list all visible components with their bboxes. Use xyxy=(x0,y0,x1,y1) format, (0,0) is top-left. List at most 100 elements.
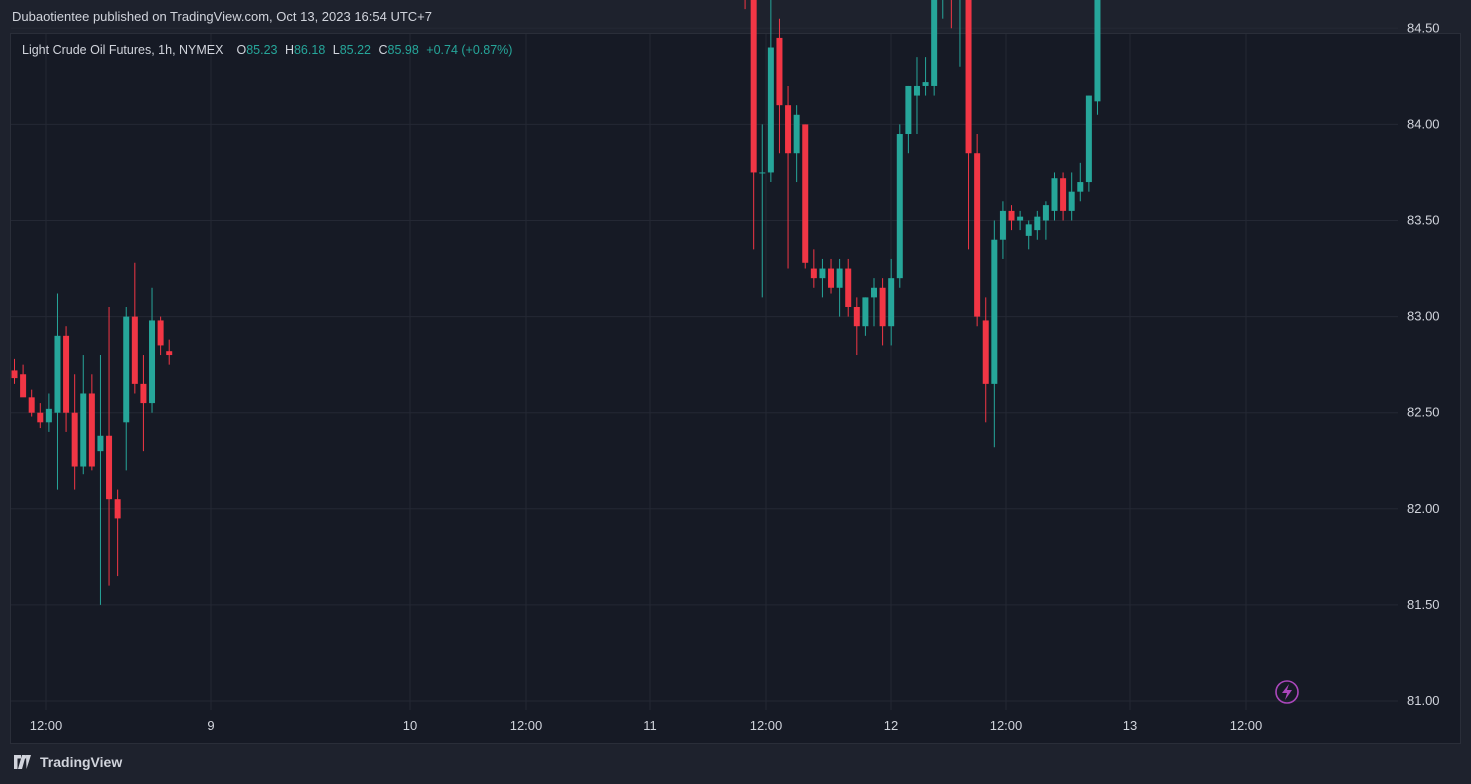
candle-body xyxy=(28,397,35,413)
grid-layer xyxy=(11,27,1398,710)
candle-body xyxy=(802,124,809,263)
candle xyxy=(106,306,113,586)
candle-body xyxy=(999,210,1006,240)
candle xyxy=(810,249,817,288)
candle xyxy=(785,85,792,269)
lightning-icon[interactable] xyxy=(1275,680,1299,704)
candle xyxy=(1025,220,1032,250)
candle-body xyxy=(776,37,783,106)
y-tick-label: 81.00 xyxy=(1407,693,1440,708)
candle xyxy=(845,258,852,317)
x-tick-label: 12:00 xyxy=(990,718,1023,733)
candle-body xyxy=(793,114,800,154)
publish-line: Dubaotientee published on TradingView.co… xyxy=(12,9,433,24)
candle-body xyxy=(1051,178,1058,211)
candle-body xyxy=(965,0,972,154)
candle xyxy=(991,220,998,448)
candle xyxy=(862,297,869,336)
legend-close-label: C xyxy=(378,43,388,57)
candle-body xyxy=(1025,224,1032,236)
candle-body xyxy=(982,320,989,384)
candle xyxy=(1008,205,1015,231)
candle-body xyxy=(1085,95,1092,183)
candle xyxy=(54,293,61,490)
candle xyxy=(157,316,164,356)
chart-frame[interactable] xyxy=(10,33,1461,744)
candle xyxy=(896,124,903,288)
candle-body xyxy=(845,268,852,307)
candle-body xyxy=(149,320,156,404)
candle xyxy=(1068,172,1075,221)
legend-high-label: H xyxy=(284,43,294,57)
candle-body xyxy=(888,278,895,327)
candle-body xyxy=(819,268,826,279)
candle xyxy=(950,0,952,29)
candle xyxy=(767,0,774,183)
candle xyxy=(37,403,44,429)
candle-body xyxy=(1034,216,1041,231)
candle-body xyxy=(123,316,130,423)
candle xyxy=(744,0,746,10)
candle-body xyxy=(1060,178,1067,211)
candle xyxy=(793,105,800,183)
candle-body xyxy=(759,172,766,174)
legend-close-value: 85.98 xyxy=(387,43,419,57)
candle-body xyxy=(140,383,147,404)
candle-body xyxy=(862,297,869,327)
candle xyxy=(20,364,27,398)
candle-body xyxy=(71,412,78,467)
legend-open-label: O xyxy=(236,43,247,57)
footer-brand-label: TradingView xyxy=(40,754,123,770)
candle-body xyxy=(88,393,95,467)
candle-body xyxy=(54,335,61,413)
candle xyxy=(942,0,944,19)
candle xyxy=(905,85,912,154)
x-tick-label: 11 xyxy=(643,718,657,733)
x-tick-label: 13 xyxy=(1123,718,1137,733)
candle xyxy=(166,339,173,365)
candle-body xyxy=(931,0,938,86)
candle xyxy=(922,57,929,96)
legend-high-value: 86.18 xyxy=(293,43,326,57)
candle xyxy=(123,306,130,471)
candle xyxy=(776,18,783,154)
candle xyxy=(71,374,78,490)
x-tick-label: 9 xyxy=(207,718,214,733)
x-tick-label: 12:00 xyxy=(750,718,783,733)
y-tick-label: 81.50 xyxy=(1407,597,1440,612)
candle xyxy=(88,374,95,471)
candle xyxy=(1051,172,1058,221)
candle-body xyxy=(750,0,757,173)
candle-body xyxy=(1017,216,1024,221)
candle xyxy=(63,326,70,432)
candle xyxy=(828,258,835,294)
axis-layer: 87.5087.0086.5086.0085.5085.0084.5084.00… xyxy=(30,20,1440,733)
candle xyxy=(913,57,920,135)
candle xyxy=(149,287,156,413)
candle-body xyxy=(166,351,173,356)
candle xyxy=(888,258,895,346)
candle-body xyxy=(131,316,138,384)
candle xyxy=(931,0,938,96)
candle xyxy=(1017,210,1024,231)
candle-body xyxy=(106,435,113,500)
candle xyxy=(759,124,766,298)
candle-body xyxy=(114,499,121,519)
candle-body xyxy=(828,268,835,288)
candle xyxy=(140,355,147,452)
candle-body xyxy=(785,105,792,154)
candle-body xyxy=(11,370,18,379)
y-tick-label: 84.00 xyxy=(1407,116,1440,131)
candle-body xyxy=(767,47,774,173)
candle-body xyxy=(836,268,843,288)
candle-body xyxy=(913,85,920,96)
candle xyxy=(1077,162,1084,202)
candle-body xyxy=(879,287,886,327)
x-tick-label: 10 xyxy=(403,718,417,733)
footer-brand[interactable]: TradingView xyxy=(12,754,122,770)
candle xyxy=(974,134,981,327)
candle-body xyxy=(80,393,87,467)
candle xyxy=(1034,210,1041,240)
candle xyxy=(1085,95,1092,192)
